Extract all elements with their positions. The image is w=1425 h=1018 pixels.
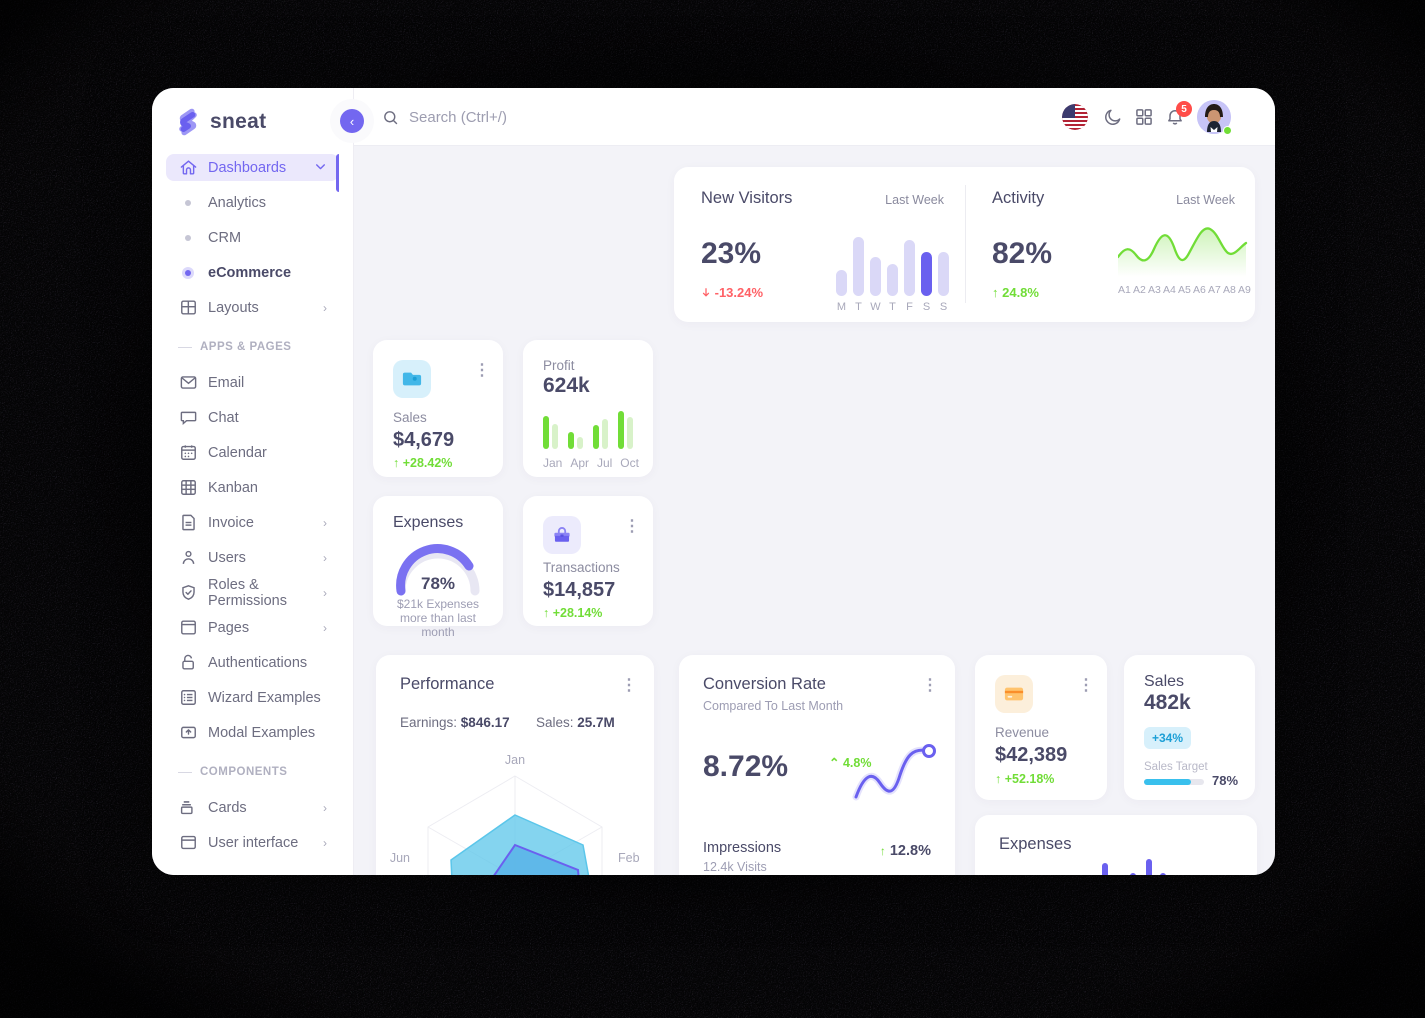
svg-text:A2: A2 [1133,284,1146,296]
svg-text:78%: 78% [421,574,455,593]
svg-text:A9: A9 [1238,284,1251,296]
svg-text:F: F [906,301,913,313]
svg-text:A4: A4 [1163,284,1176,296]
svg-text:T: T [889,301,896,313]
svg-text:A8: A8 [1223,284,1236,296]
svg-text:Jan: Jan [505,753,525,767]
svg-text:S: S [923,301,930,313]
svg-text:A3: A3 [1148,284,1161,296]
svg-text:T: T [855,301,862,313]
svg-text:A1: A1 [1118,284,1131,296]
svg-text:Jun: Jun [390,851,410,865]
svg-text:M: M [837,301,846,313]
svg-text:A7: A7 [1208,284,1221,296]
svg-text:Feb: Feb [618,851,640,865]
svg-text:A5: A5 [1178,284,1191,296]
svg-text:S: S [940,301,947,313]
svg-text:A6: A6 [1193,284,1206,296]
svg-text:W: W [870,301,881,313]
